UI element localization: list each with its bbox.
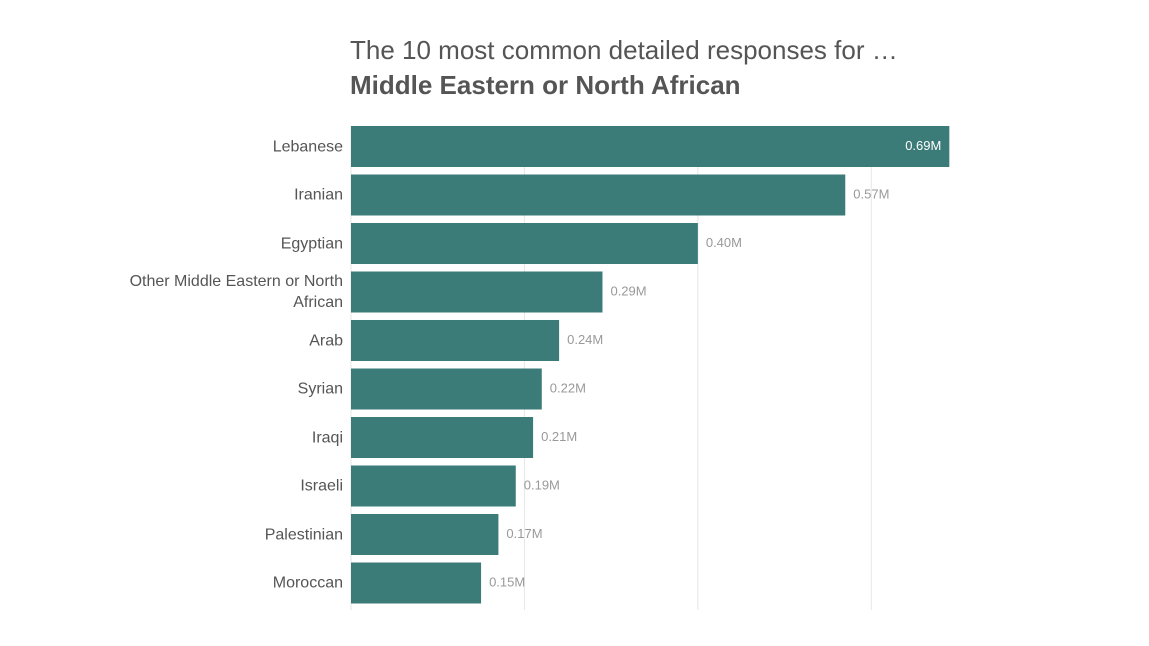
value-label: 0.15M bbox=[489, 574, 525, 589]
value-label: 0.21M bbox=[541, 429, 577, 444]
chart-subtitle: Middle Eastern or North African bbox=[350, 70, 741, 100]
bar bbox=[351, 368, 542, 410]
value-label: 0.57M bbox=[853, 186, 889, 201]
bar bbox=[351, 223, 698, 264]
bar bbox=[351, 320, 560, 361]
category-label: Palestinian bbox=[264, 526, 343, 543]
category-label: Arab bbox=[309, 332, 343, 349]
category-label: Lebanese bbox=[272, 138, 343, 155]
bar bbox=[351, 271, 603, 313]
value-label: 0.40M bbox=[706, 235, 742, 250]
category-label: Other Middle Eastern or North African bbox=[129, 273, 343, 311]
category-label: Iranian bbox=[294, 186, 343, 204]
value-label: 0.69M bbox=[905, 138, 941, 153]
bar bbox=[351, 562, 482, 604]
category-label: Israeli bbox=[300, 477, 343, 495]
category-label: Iraqi bbox=[311, 429, 343, 446]
bar bbox=[351, 465, 516, 507]
category-label: Moroccan bbox=[272, 574, 343, 592]
bar bbox=[351, 126, 950, 167]
chart-title: The 10 most common detailed responses fo… bbox=[350, 35, 898, 65]
value-label: 0.22M bbox=[550, 380, 586, 395]
value-label: 0.24M bbox=[567, 332, 603, 347]
value-label: 0.19M bbox=[524, 477, 560, 492]
value-label: 0.17M bbox=[506, 526, 542, 541]
value-label: 0.29M bbox=[610, 283, 646, 298]
bar bbox=[351, 174, 846, 216]
category-label: Egyptian bbox=[280, 235, 343, 252]
category-label: Syrian bbox=[297, 380, 343, 398]
bar bbox=[351, 417, 534, 458]
bar bbox=[351, 514, 499, 555]
